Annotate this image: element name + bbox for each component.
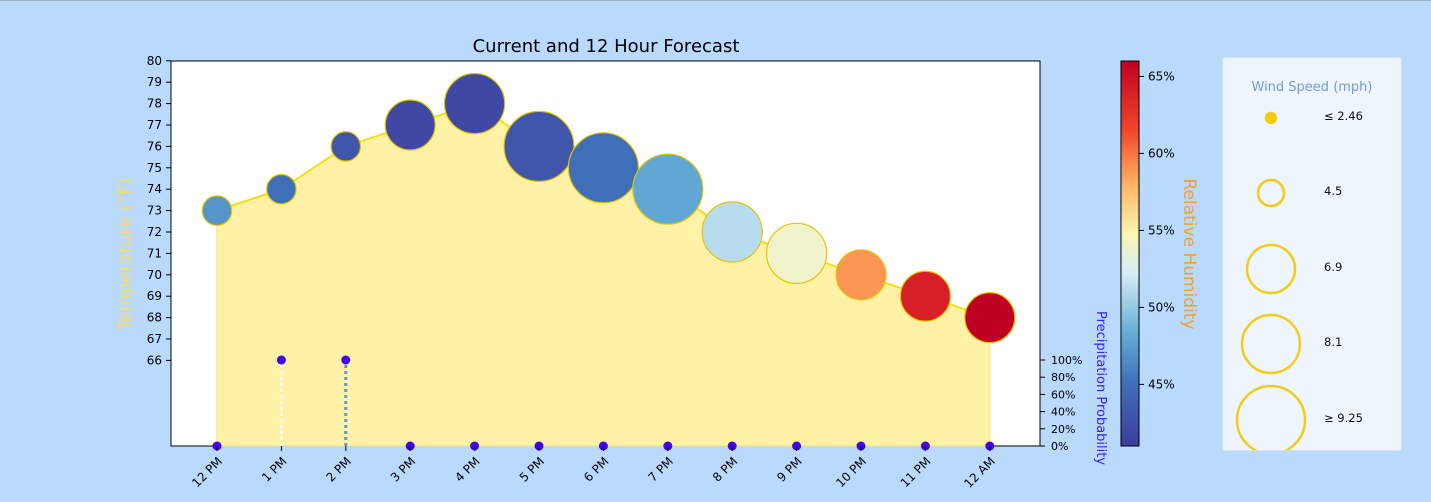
wind-legend-marker [1235, 384, 1307, 450]
y-tick-label: 79 [147, 75, 162, 89]
wind-legend-marker [1240, 313, 1302, 375]
wind-legend-marker [1256, 178, 1286, 208]
y-tick-label: 68 [147, 311, 162, 325]
colorbar-tick-label: 60% [1148, 146, 1175, 160]
x-tick-label: 1 PM [259, 454, 289, 484]
precip-tick-label: 80% [1051, 371, 1075, 384]
y-tick-label: 80 [147, 54, 162, 68]
x-tick-label: 8 PM [710, 454, 740, 484]
wind-speed-legend: Wind Speed (mph) ≤ 2.46 4.5 6.9 8.1 ≥ 9.… [1222, 57, 1402, 451]
x-tick-label: 10 PM [833, 454, 869, 490]
wind-legend-marker [1264, 111, 1278, 125]
y-tick-label: 69 [147, 289, 162, 303]
wind-legend-markers [1235, 111, 1307, 450]
y-tick-label: 70 [147, 268, 162, 282]
x-tick-label: 9 PM [774, 454, 804, 484]
y-tick-label: 66 [147, 353, 162, 367]
x-tick-label: 4 PM [452, 454, 482, 484]
y-tick-label: 75 [147, 161, 162, 175]
colorbar-tick-label: 45% [1148, 377, 1175, 391]
precip-point [341, 355, 351, 365]
x-tick-label: 7 PM [645, 454, 675, 484]
colorbar-tick-label: 55% [1148, 223, 1175, 237]
temperature-point [632, 153, 704, 225]
x-tick-label: 3 PM [388, 454, 418, 484]
temperature-point [701, 201, 763, 263]
y-tick-label: 76 [147, 139, 162, 153]
temperature-point [266, 173, 297, 205]
temperature-point [384, 99, 436, 151]
temperature-point [835, 249, 887, 301]
wind-legend-label: 6.9 [1324, 260, 1343, 274]
y-tick-label: 74 [147, 182, 162, 196]
colorbar-tick-label: 50% [1148, 300, 1175, 314]
y-tick-label: 71 [147, 246, 162, 260]
wind-legend-label: 4.5 [1324, 184, 1343, 198]
y-axis-label: Temperature (°F) [115, 177, 136, 331]
temperature-point [765, 222, 828, 285]
wind-legend-marker [1245, 243, 1297, 295]
wind-legend-label: ≥ 9.25 [1324, 411, 1363, 425]
y-tick-label: 77 [147, 118, 162, 132]
wind-legend-title: Wind Speed (mph) [1251, 80, 1373, 95]
precip-tick-label: 100% [1051, 354, 1082, 367]
x-tick-label: 11 PM [898, 454, 934, 490]
x-tick-label: 12 PM [189, 454, 225, 490]
y-tick-label: 73 [147, 204, 162, 218]
temperature-point [567, 132, 640, 204]
precip-tick-label: 0% [1051, 440, 1068, 453]
temperature-point [964, 292, 1016, 344]
colorbar-label: Relative Humidity [1179, 178, 1199, 329]
wind-legend-label: ≤ 2.46 [1324, 109, 1363, 123]
temperature-point [330, 131, 362, 162]
precip-axis-label: Precipitation Probability [1093, 311, 1108, 465]
temperature-point [503, 110, 575, 182]
precip-tick-label: 60% [1051, 388, 1075, 401]
x-tick-label: 5 PM [517, 454, 547, 484]
wind-legend-label: 8.1 [1324, 335, 1343, 349]
y-tick-label: 72 [147, 225, 162, 239]
y-tick-label: 67 [147, 332, 162, 346]
humidity-colorbar [1120, 60, 1140, 447]
precip-tick-label: 40% [1051, 406, 1075, 419]
x-tick-label: 6 PM [581, 454, 611, 484]
y-tick-label: 78 [147, 97, 162, 111]
x-tick-label: 12 AM [961, 454, 998, 491]
temperature-point [443, 72, 506, 135]
x-tick-label: 2 PM [323, 454, 353, 484]
page-top-border [0, 0, 1431, 1]
temperature-point [899, 270, 951, 322]
colorbar-tick-label: 65% [1148, 69, 1175, 83]
precip-point [276, 355, 286, 365]
precip-tick-label: 20% [1051, 423, 1075, 436]
chart-title: Current and 12 Hour Forecast [473, 36, 740, 57]
temperature-point [201, 195, 233, 226]
